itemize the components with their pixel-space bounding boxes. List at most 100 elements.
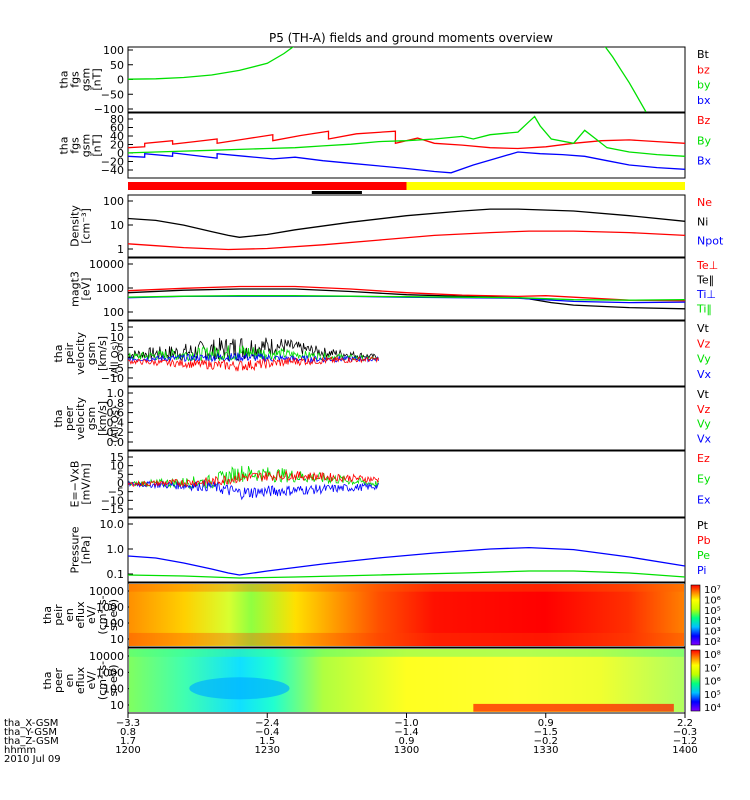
mode-segment-1 xyxy=(406,182,685,190)
spectrogram xyxy=(129,584,684,646)
legend-Te‖: Te‖ xyxy=(696,274,714,287)
spectrogram-band xyxy=(473,703,674,712)
panel-frame xyxy=(127,582,686,648)
x-row-value: −1.5 xyxy=(534,727,558,738)
series-Te‖ xyxy=(128,288,685,310)
y-tick-label: 100 xyxy=(103,617,124,630)
x-row-value: −3.3 xyxy=(116,718,140,729)
y-axis-label-line: tha xyxy=(41,671,54,689)
y-axis-label-line: gsm xyxy=(85,407,98,430)
y-tick-label: 0 xyxy=(117,477,124,490)
colorbar: 10⁸ 10⁷ 10⁶ 10⁵ 10⁴ xyxy=(690,649,721,714)
panel-frame xyxy=(127,46,686,113)
mode-subsegment-0 xyxy=(311,191,362,194)
noise-series-1 xyxy=(128,479,379,501)
panel-frame xyxy=(127,194,686,258)
y-tick-label: 10 xyxy=(110,699,124,712)
legend-Ni: Ni xyxy=(697,215,708,228)
colorbar-label: 10⁷ xyxy=(704,585,721,596)
y-tick-label: 1 xyxy=(117,243,124,256)
y-tick-label: 40 xyxy=(110,130,124,143)
y-tick-label: 10000 xyxy=(89,258,124,271)
x-axis-block: tha_X-GSM −3.3 −2.4 −1.0 0.9 2.2 tha_Y-GSM 0.8 −… xyxy=(4,713,698,765)
series-By xyxy=(128,115,685,157)
x-row-value: −1.0 xyxy=(394,718,418,729)
y-tick-label: 1000 xyxy=(96,601,124,614)
y-tick-label: 0.6 xyxy=(107,407,125,420)
y-axis-label-line: fgs xyxy=(69,71,82,88)
noise-series-2 xyxy=(128,469,379,488)
y-tick-label: −20 xyxy=(101,156,124,169)
y-tick-label: 0.1 xyxy=(107,568,125,581)
legend-Pb: Pb xyxy=(697,534,711,547)
panel-p11: 10000100010010thapeerenefluxeV/(cm²-s-sr… xyxy=(41,647,721,714)
y-axis-label-line: [km/s] xyxy=(96,401,109,436)
y-tick-label: 10 xyxy=(110,460,124,473)
y-axis-label: thapeerenefluxeV/(cm²-s-sr-eV) xyxy=(41,661,120,700)
spectrogram-band xyxy=(129,584,684,592)
y-tick-label: 0 xyxy=(117,74,124,87)
colorbar-label: 10⁶ xyxy=(704,677,721,688)
colorbar-label: 10⁸ xyxy=(704,650,721,661)
y-tick-label: −10 xyxy=(101,494,124,507)
y-axis-label-line: [cm⁻³] xyxy=(80,208,93,244)
legend-Vy: Vy xyxy=(697,418,711,431)
panel-frame xyxy=(127,112,686,179)
y-tick-label: 0.4 xyxy=(107,416,125,429)
x-row-value: 1.5 xyxy=(259,736,275,747)
legend-Vz: Vz xyxy=(697,337,711,350)
legend-bx: bx xyxy=(697,94,711,107)
y-tick-label: 10000 xyxy=(89,585,124,598)
y-axis-label-line: velocity xyxy=(74,332,87,375)
legend-Pt: Pt xyxy=(697,519,709,532)
y-axis-label: thapeervelocitygsm[km/s] xyxy=(52,397,109,440)
legend-Vx: Vx xyxy=(697,432,712,445)
x-row-value: −0.3 xyxy=(673,727,697,738)
colorbar-label: 10⁶ xyxy=(704,595,721,606)
x-row-label: tha_X-GSM xyxy=(4,718,58,729)
y-axis-label-line: eV/ xyxy=(85,671,98,689)
panel-frame xyxy=(127,257,686,321)
y-tick-label: 5 xyxy=(117,468,124,481)
legend-Ez: Ez xyxy=(697,452,710,465)
y-axis-label-line: tha xyxy=(41,606,54,624)
colorbar-label: 10⁴ xyxy=(704,616,721,627)
legend-Vt: Vt xyxy=(697,388,710,401)
y-tick-label: 1000 xyxy=(96,666,124,679)
x-row-label: tha_Z-GSM xyxy=(4,736,59,747)
legend-Ti⊥: Ti⊥ xyxy=(696,288,716,301)
y-axis-label-line: peir xyxy=(52,604,65,626)
plot-area xyxy=(128,337,379,372)
y-tick-label: −10 xyxy=(101,372,124,385)
y-tick-label: 0.8 xyxy=(107,397,125,410)
y-axis-label-line: en xyxy=(63,608,76,622)
legend-Ey: Ey xyxy=(697,473,711,486)
legend-Pi: Pi xyxy=(697,564,706,577)
y-axis-label-line: magt3 xyxy=(69,271,82,307)
x-row-value: 0.9 xyxy=(538,718,554,729)
y-tick-label: 100 xyxy=(103,306,124,319)
y-axis-label-line: peer xyxy=(63,406,76,432)
y-axis-label-line: [nPa] xyxy=(80,536,93,564)
series-Bz xyxy=(128,130,685,150)
colorbar-label: 10³ xyxy=(704,627,721,638)
y-axis-label-line: [nT] xyxy=(91,68,104,90)
panels: 100500−50−100thafgsgsm[nT]Btbzbybx806040… xyxy=(41,44,724,714)
y-tick-label: 10000 xyxy=(89,650,124,663)
y-axis-label-line: fgs xyxy=(69,137,82,154)
panel-p1: 100 50 0−50 −100 thafgsgsm[nT] Bt bz by bx xyxy=(58,44,711,116)
y-axis-label: thapeirvelocitygsm[km/s] xyxy=(52,332,109,375)
x-row-value: 1400 xyxy=(672,745,697,756)
series-Bx xyxy=(128,151,685,174)
y-axis-label: Density[cm⁻³] xyxy=(69,205,93,247)
legend-Npot: Npot xyxy=(697,235,724,248)
y-tick-label: 0 xyxy=(117,147,124,160)
y-axis-label-line: (cm²-s- xyxy=(96,661,109,700)
panel-frame xyxy=(127,320,686,387)
y-axis-label-line: [km/s] xyxy=(96,336,109,371)
colorbar-label: 10⁷ xyxy=(704,663,721,674)
panel-p3 xyxy=(128,182,685,194)
spectrogram-blob xyxy=(189,677,290,700)
